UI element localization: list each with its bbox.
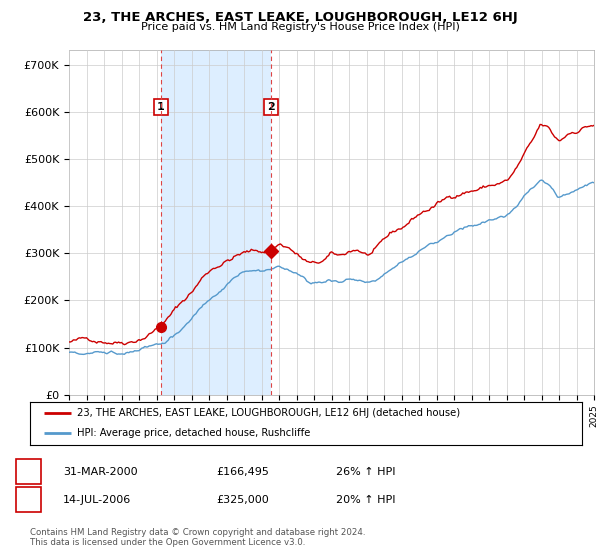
Bar — [161, 50, 271, 395]
Text: 14-JUL-2006: 14-JUL-2006 — [63, 494, 131, 505]
Text: 1: 1 — [157, 102, 165, 112]
Text: 2: 2 — [267, 102, 275, 112]
Text: 20% ↑ HPI: 20% ↑ HPI — [336, 494, 395, 505]
Text: 2: 2 — [25, 494, 32, 505]
Text: £166,495: £166,495 — [216, 466, 269, 477]
Text: £325,000: £325,000 — [216, 494, 269, 505]
Text: 31-MAR-2000: 31-MAR-2000 — [63, 466, 137, 477]
Text: 23, THE ARCHES, EAST LEAKE, LOUGHBOROUGH, LE12 6HJ: 23, THE ARCHES, EAST LEAKE, LOUGHBOROUGH… — [83, 11, 517, 24]
Text: 1: 1 — [25, 466, 32, 477]
Text: Price paid vs. HM Land Registry's House Price Index (HPI): Price paid vs. HM Land Registry's House … — [140, 22, 460, 32]
Text: Contains HM Land Registry data © Crown copyright and database right 2024.
This d: Contains HM Land Registry data © Crown c… — [30, 528, 365, 547]
Text: HPI: Average price, detached house, Rushcliffe: HPI: Average price, detached house, Rush… — [77, 428, 310, 438]
Text: 26% ↑ HPI: 26% ↑ HPI — [336, 466, 395, 477]
Text: 23, THE ARCHES, EAST LEAKE, LOUGHBOROUGH, LE12 6HJ (detached house): 23, THE ARCHES, EAST LEAKE, LOUGHBOROUGH… — [77, 408, 460, 418]
